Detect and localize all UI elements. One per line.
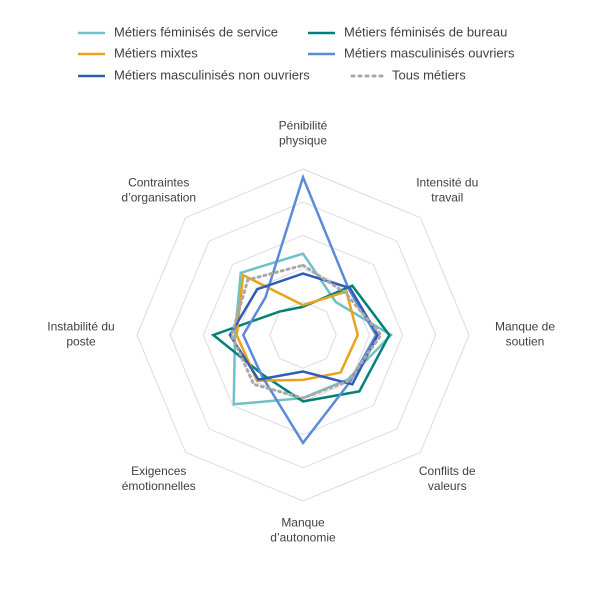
axis-label-3: Conflits de valeurs	[419, 464, 476, 493]
grid-ring	[202, 234, 404, 436]
radar-grid	[136, 168, 470, 502]
legend-label-0: Métiers féminisés de service	[114, 24, 278, 39]
axis-label-line: Manque	[281, 516, 325, 530]
legend-label-3: Métiers masculinisés ouvriers	[344, 45, 515, 60]
series-line-3	[241, 173, 378, 446]
legend: Métiers féminisés de service Métiers fémi…	[78, 24, 515, 82]
axis-label-line: d’autonomie	[270, 531, 336, 545]
axis-label-line: Instabilité du	[47, 320, 114, 334]
grid-ring	[169, 201, 437, 469]
axis-label-line: physique	[279, 134, 327, 148]
axis-label-line: valeurs	[428, 479, 467, 493]
axis-label-line: Manque de	[495, 320, 555, 334]
axis-label-2: Manque de soutien	[495, 320, 555, 349]
legend-label-2: Métiers mixtes	[114, 45, 198, 60]
series-line-4	[228, 272, 380, 386]
axis-label-1: Intensité du travail	[416, 175, 478, 204]
axis-label-line: Intensité du	[416, 175, 478, 189]
legend-label-4: Métiers masculinisés non ouvriers	[114, 67, 310, 82]
axis-label-line: d’organisation	[121, 190, 196, 204]
grid-ring	[136, 168, 470, 502]
axis-label-line: travail	[431, 190, 463, 204]
series-line-1	[210, 284, 391, 403]
radar-series	[210, 173, 393, 446]
axis-label-7: Contraintes d’organisation	[121, 175, 196, 204]
axis-label-5: Exigences émotionnelles	[122, 464, 196, 493]
axis-labels: Pénibilité physique Intensité du travail Man…	[47, 119, 555, 545]
axis-label-line: Conflits de	[419, 464, 476, 478]
series-line-2	[235, 273, 360, 383]
axis-label-line: Exigences	[131, 464, 186, 478]
axis-label-0: Pénibilité physique	[279, 119, 328, 148]
grid-ring	[269, 301, 337, 369]
axis-label-line: Contraintes	[128, 175, 189, 189]
series-line-5	[230, 263, 383, 400]
axis-label-line: poste	[66, 335, 96, 349]
axis-label-line: Pénibilité	[279, 119, 328, 133]
axis-label-6: Instabilité du poste	[47, 320, 114, 349]
axis-label-line: émotionnelles	[122, 479, 196, 493]
axis-label-4: Manque d’autonomie	[270, 516, 336, 545]
legend-label-5: Tous métiers	[392, 67, 466, 82]
axis-label-line: soutien	[506, 335, 545, 349]
legend-label-1: Métiers féminisés de bureau	[344, 24, 507, 39]
